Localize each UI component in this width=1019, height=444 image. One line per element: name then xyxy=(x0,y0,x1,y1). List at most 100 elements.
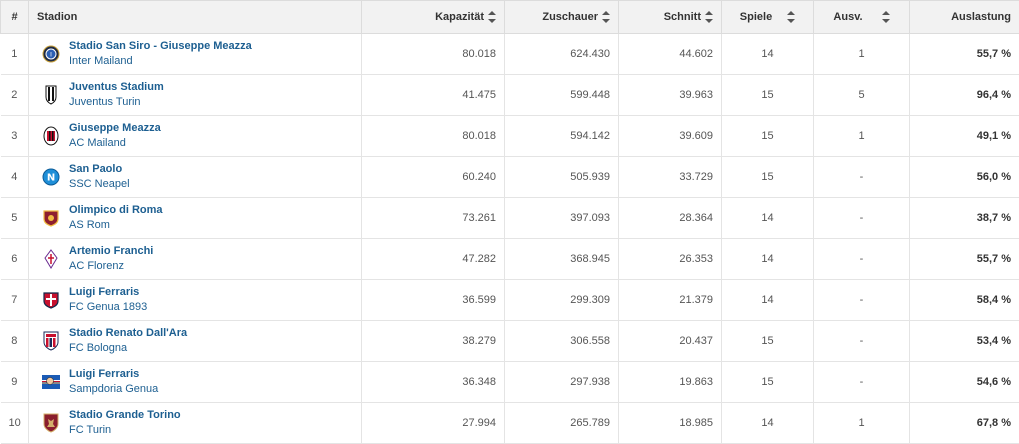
average-cell: 33.729 xyxy=(619,157,722,198)
juventus-crest-icon xyxy=(41,85,61,105)
spectators-cell: 306.558 xyxy=(505,321,619,362)
svg-text:N: N xyxy=(47,173,55,184)
capacity-cell: 27.994 xyxy=(362,403,505,444)
rank-cell: 2 xyxy=(1,75,29,116)
sort-icon[interactable] xyxy=(704,11,713,23)
spectators-cell: 299.309 xyxy=(505,280,619,321)
spectators-cell: 624.430 xyxy=(505,34,619,75)
inter-crest-icon: I xyxy=(41,44,61,64)
club-name-link[interactable]: Juventus Turin xyxy=(69,95,164,110)
average-cell: 39.609 xyxy=(619,116,722,157)
sold-out-cell: - xyxy=(814,280,910,321)
utilization-cell: 55,7 % xyxy=(910,239,1019,280)
column-header-rank: # xyxy=(1,1,29,34)
stadium-name-link[interactable]: Luigi Ferraris xyxy=(69,285,147,300)
sold-out-cell: 1 xyxy=(814,403,910,444)
club-name-link[interactable]: FC Genua 1893 xyxy=(69,300,147,315)
sort-icon[interactable] xyxy=(601,11,610,23)
stadium-name-link[interactable]: Stadio San Siro - Giuseppe Meazza xyxy=(69,39,252,54)
spectators-cell: 368.945 xyxy=(505,239,619,280)
utilization-cell: 58,4 % xyxy=(910,280,1019,321)
average-cell: 19.863 xyxy=(619,362,722,403)
stadium-name-link[interactable]: Stadio Grande Torino xyxy=(69,408,181,423)
sold-out-cell: - xyxy=(814,321,910,362)
column-header-capacity[interactable]: Kapazität xyxy=(362,1,505,34)
club-name-link[interactable]: AS Rom xyxy=(69,218,163,233)
games-cell: 15 xyxy=(722,157,814,198)
club-name-link[interactable]: AC Mailand xyxy=(69,136,161,151)
sort-icon[interactable] xyxy=(786,11,795,23)
rank-cell: 10 xyxy=(1,403,29,444)
games-cell: 15 xyxy=(722,75,814,116)
utilization-cell: 67,8 % xyxy=(910,403,1019,444)
club-name-link[interactable]: FC Turin xyxy=(69,423,181,438)
rank-cell: 6 xyxy=(1,239,29,280)
club-name-link[interactable]: FC Bologna xyxy=(69,341,187,356)
utilization-cell: 38,7 % xyxy=(910,198,1019,239)
column-header-average[interactable]: Schnitt xyxy=(619,1,722,34)
games-cell: 14 xyxy=(722,280,814,321)
club-name-link[interactable]: Inter Mailand xyxy=(69,54,252,69)
spectators-cell: 599.448 xyxy=(505,75,619,116)
sold-out-cell: - xyxy=(814,362,910,403)
capacity-cell: 60.240 xyxy=(362,157,505,198)
rank-cell: 1 xyxy=(1,34,29,75)
spectators-cell: 505.939 xyxy=(505,157,619,198)
sold-out-cell: 1 xyxy=(814,34,910,75)
column-header-spectators[interactable]: Zuschauer xyxy=(505,1,619,34)
games-cell: 15 xyxy=(722,321,814,362)
average-cell: 20.437 xyxy=(619,321,722,362)
stadium-name-link[interactable]: San Paolo xyxy=(69,162,130,177)
sold-out-cell: 1 xyxy=(814,116,910,157)
stadium-name-link[interactable]: Stadio Renato Dall'Ara xyxy=(69,326,187,341)
rank-cell: 4 xyxy=(1,157,29,198)
stadium-name-link[interactable]: Giuseppe Meazza xyxy=(69,121,161,136)
sort-icon[interactable] xyxy=(881,11,890,23)
rank-cell: 9 xyxy=(1,362,29,403)
sort-icon[interactable] xyxy=(487,11,496,23)
roma-crest-icon xyxy=(41,208,61,228)
rank-cell: 7 xyxy=(1,280,29,321)
games-cell: 14 xyxy=(722,198,814,239)
napoli-crest-icon: N xyxy=(41,167,61,187)
stadium-name-link[interactable]: Olimpico di Roma xyxy=(69,203,163,218)
sampdoria-crest-icon xyxy=(41,372,61,392)
column-header-games[interactable]: Spiele xyxy=(722,1,814,34)
torino-crest-icon xyxy=(41,413,61,433)
bologna-crest-icon xyxy=(41,331,61,351)
column-header-stadium: Stadion xyxy=(29,1,362,34)
stadium-name-link[interactable]: Artemio Franchi xyxy=(69,244,153,259)
capacity-cell: 38.279 xyxy=(362,321,505,362)
genoa-crest-icon xyxy=(41,290,61,310)
club-name-link[interactable]: SSC Neapel xyxy=(69,177,130,192)
utilization-cell: 49,1 % xyxy=(910,116,1019,157)
games-cell: 14 xyxy=(722,239,814,280)
column-header-utilization[interactable]: Auslastung xyxy=(910,1,1019,34)
spectators-cell: 594.142 xyxy=(505,116,619,157)
utilization-cell: 96,4 % xyxy=(910,75,1019,116)
games-cell: 15 xyxy=(722,362,814,403)
games-cell: 14 xyxy=(722,403,814,444)
column-header-sold-out[interactable]: Ausv. xyxy=(814,1,910,34)
stadium-name-link[interactable]: Luigi Ferraris xyxy=(69,367,158,382)
sold-out-cell: - xyxy=(814,157,910,198)
capacity-cell: 47.282 xyxy=(362,239,505,280)
club-name-link[interactable]: AC Florenz xyxy=(69,259,153,274)
club-name-link[interactable]: Sampdoria Genua xyxy=(69,382,158,397)
sold-out-cell: - xyxy=(814,198,910,239)
stadium-name-link[interactable]: Juventus Stadium xyxy=(69,80,164,95)
capacity-cell: 80.018 xyxy=(362,34,505,75)
